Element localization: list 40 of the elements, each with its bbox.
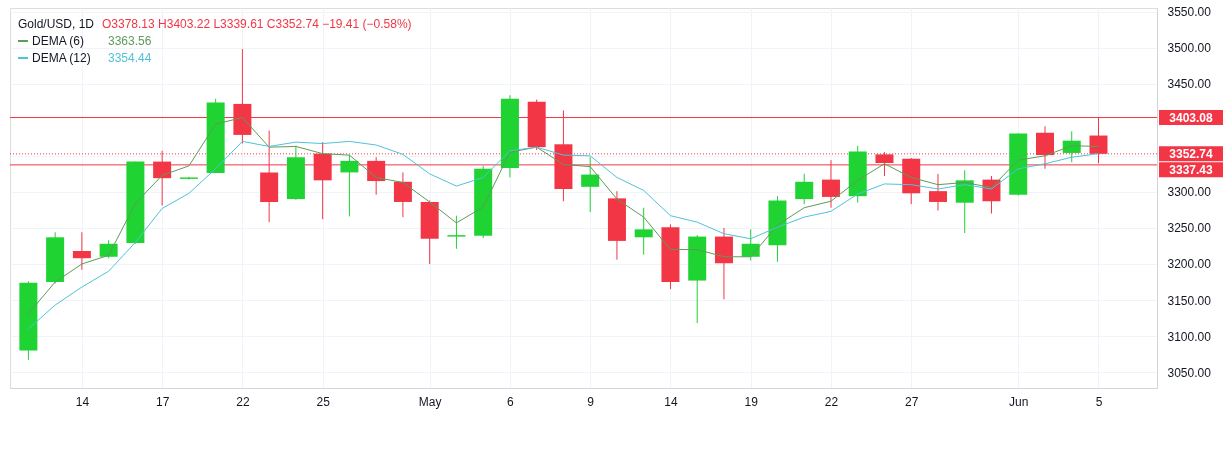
candlestick <box>340 154 359 217</box>
y-tick-label: 3150.00 <box>1167 293 1212 308</box>
ref-line-label: 3403.08 <box>1169 110 1214 125</box>
y-tick-label: 3100.00 <box>1167 329 1212 344</box>
candlestick <box>795 173 814 205</box>
x-tick-label: 25 <box>316 394 331 409</box>
legend-label: DEMA (6) <box>32 34 85 48</box>
y-tick-label: 3200.00 <box>1167 257 1212 272</box>
x-tick-label: 22 <box>236 394 250 409</box>
candlestick <box>447 215 466 250</box>
y-tick-label: 3300.00 <box>1167 185 1212 200</box>
candlestick <box>634 207 653 256</box>
ref-line-label: 3352.74 <box>1169 146 1214 161</box>
y-tick-label: 3450.00 <box>1167 77 1212 92</box>
x-tick-label: 22 <box>824 394 839 409</box>
x-tick-label: 17 <box>155 394 170 409</box>
y-tick-label: 3050.00 <box>1167 365 1212 380</box>
x-tick-label: 14 <box>664 394 678 409</box>
text: Gold/USD, 1D <box>18 17 95 31</box>
y-tick-label: 3550.00 <box>1167 5 1212 20</box>
annotation: 3363.56 <box>108 34 152 48</box>
annotation: 3354.44 <box>108 51 152 65</box>
candlestick <box>928 173 947 212</box>
y-tick-label: 3250.00 <box>1167 221 1212 236</box>
candlestick <box>393 171 412 218</box>
y-tick-label: 3500.00 <box>1167 41 1212 56</box>
candlestick <box>99 239 118 259</box>
x-tick-label: 14 <box>75 394 90 409</box>
legend-label: DEMA (12) <box>32 51 91 65</box>
text: O3378.13 H3403.22 L3339.61 C3352.74 −19.41 (−0.58%) <box>102 17 412 31</box>
x-tick-label: 9 <box>587 394 595 409</box>
x-tick-label: 19 <box>744 394 759 409</box>
ref-line-label: 3337.43 <box>1169 162 1214 177</box>
x-tick-label: 5 <box>1095 394 1103 409</box>
x-tick-label: May <box>418 394 442 409</box>
x-tick-label: 27 <box>905 394 919 409</box>
x-tick-label: Jun <box>1009 394 1029 409</box>
x-tick-label: 6 <box>507 394 515 409</box>
candlestick <box>581 156 600 213</box>
candlestick <box>72 231 91 271</box>
